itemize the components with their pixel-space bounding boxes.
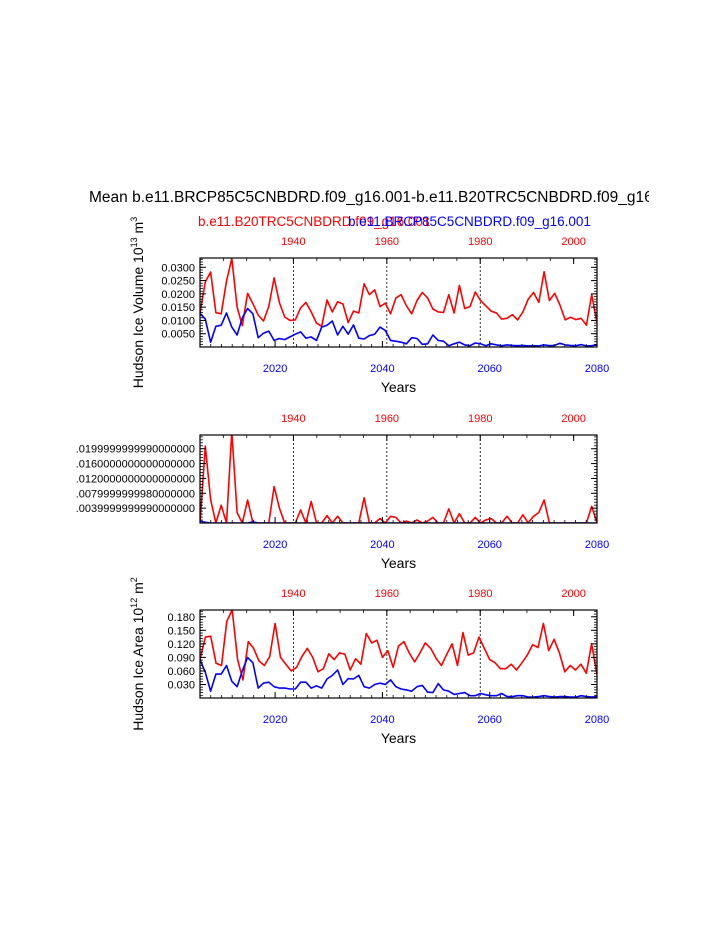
y-tick-label: 0.030	[167, 679, 195, 691]
series-red-line	[200, 258, 597, 328]
panel-middle: 2020 2040 2060 2080 1940 1960 1980 2000 .0039999…	[76, 413, 610, 571]
x-bottom-tick-label: 2080	[585, 539, 609, 551]
y-tick-label: 0.0300	[161, 262, 195, 274]
x-top-tick-label: 2000	[561, 588, 585, 600]
series-group	[200, 258, 597, 347]
series-group	[200, 435, 597, 523]
x-bottom-tick-label: 2060	[477, 539, 501, 551]
y-tick-label: 0.150	[167, 625, 195, 637]
y-tick-label: 0.180	[167, 612, 195, 624]
x-bottom-tick-label: 2060	[477, 714, 501, 726]
series-blue-line	[200, 307, 597, 347]
y-tick-label: 0.0150	[161, 302, 195, 314]
x-bottom-tick-label: 2040	[370, 714, 394, 726]
x-top-tick-label: 1960	[375, 413, 399, 425]
y-tick-label: 0.090	[167, 652, 195, 664]
x-bottom-tick-label: 2040	[370, 539, 394, 551]
y-tick-label: 0.0250	[161, 276, 195, 288]
x-top-tick-label: 1960	[375, 588, 399, 600]
series-red-line	[200, 435, 597, 523]
x-top-tick-label: 2000	[561, 413, 585, 425]
figure-title: Mean b.e11.BRCP85C5CNBDRD.f09_g16.001-b.…	[89, 189, 649, 206]
x-axis-title: Years	[381, 379, 416, 395]
plot-frame	[199, 609, 598, 699]
x-top-tick-label: 2000	[561, 236, 585, 248]
x-top-tick-label: 1980	[468, 588, 492, 600]
x-bottom-tick-label: 2080	[585, 363, 609, 375]
x-bottom-tick-label: 2060	[477, 363, 501, 375]
x-bottom-tick-label: 2020	[263, 539, 287, 551]
x-bottom-tick-label: 2080	[585, 714, 609, 726]
y-tick-label: .0039999999990000000	[76, 503, 195, 515]
x-top-tick-label: 1940	[281, 588, 305, 600]
y-tick-label: 0.060	[167, 666, 195, 678]
x-top-tick-label: 1940	[281, 236, 305, 248]
y-tick-label: .0079999999980000000	[76, 488, 195, 500]
x-bottom-tick-label: 2020	[263, 714, 287, 726]
x-bottom-tick-label: 2020	[263, 363, 287, 375]
y-tick-label: .0120000000000000000	[76, 473, 195, 485]
y-tick-label: 0.0050	[161, 329, 195, 341]
y-tick-label: 0.0200	[161, 289, 195, 301]
x-axis-title: Years	[381, 730, 416, 746]
y-axis-title: Hudson Ice Volume 1013 m3	[129, 217, 146, 388]
series-red-line	[200, 610, 597, 681]
plot-frame	[199, 434, 598, 524]
series-blue-line	[200, 656, 597, 698]
y-tick-label: .0160000000000000000	[76, 459, 195, 471]
series-group	[200, 610, 597, 698]
x-top-tick-label: 1980	[468, 413, 492, 425]
y-tick-label: .0199999999990000000	[76, 444, 195, 456]
legend-blue-label: b.e11.BRCP85C5CNBDRD.f09_g16.001	[348, 214, 591, 229]
x-axis-title: Years	[381, 555, 416, 571]
y-tick-label: 0.120	[167, 639, 195, 651]
panel-top: 2020 2040 2060 2080 1940 1960 1980 2000 0.0050 0.…	[129, 217, 609, 395]
x-top-tick-label: 1940	[281, 413, 305, 425]
plot-frame	[199, 257, 598, 348]
x-top-tick-label: 1980	[468, 236, 492, 248]
legend-red-label: b.e11.B20TRC5CNBDRD.f09_g16.001	[198, 214, 431, 229]
y-tick-label: 0.0100	[161, 315, 195, 327]
x-bottom-tick-label: 2040	[370, 363, 394, 375]
x-top-tick-label: 1960	[375, 236, 399, 248]
y-axis-title: Hudson Ice Area 1012 m2	[129, 577, 146, 731]
